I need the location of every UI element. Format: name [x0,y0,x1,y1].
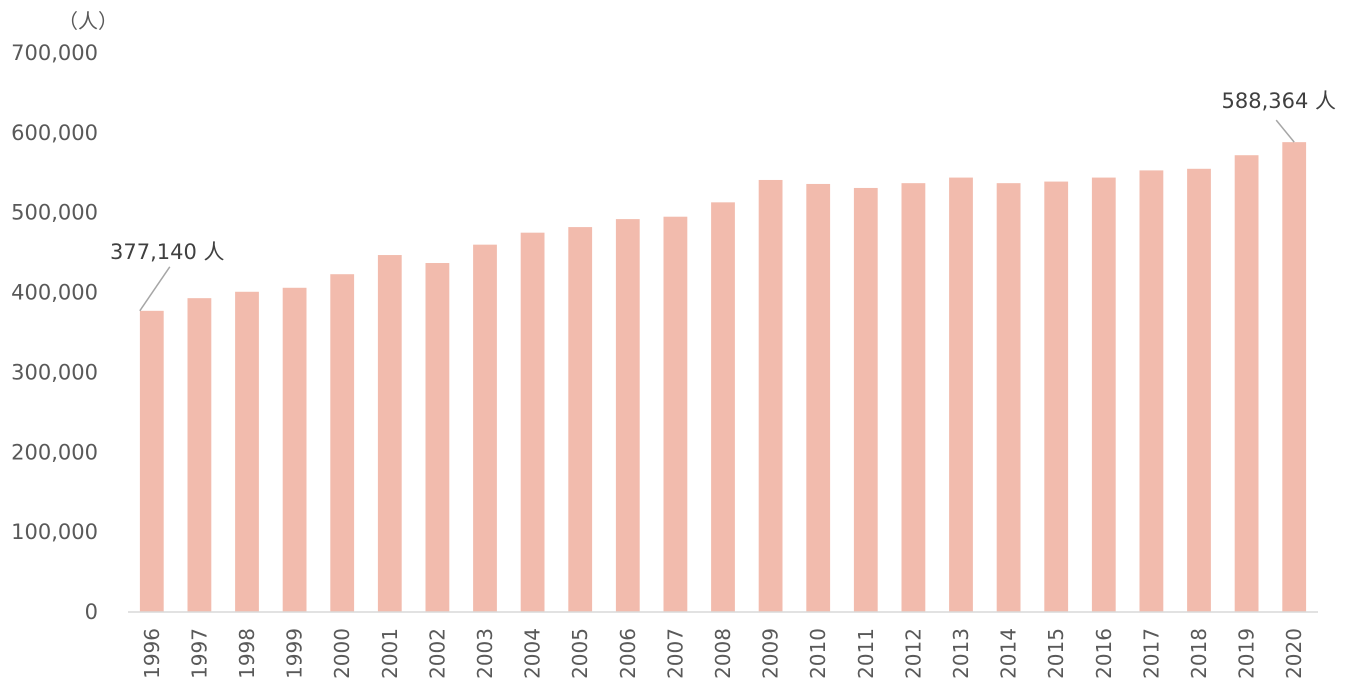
annotations: 377,140 人 588,364 人 [110,89,1336,312]
bars [139,142,1307,613]
x-axis-ticks: 1996 1997 1998 1999 2000 2001 2002 2003 2004 2005… [140,628,1306,679]
x-tick-label: 2003 [473,628,497,679]
y-axis-unit-label: （人） [58,9,118,33]
x-tick-label: 2007 [663,628,687,679]
x-tick-label: 2011 [854,628,878,679]
x-tick-label: 1997 [187,628,211,679]
x-tick-label: 2009 [759,628,783,679]
y-tick-label: 100,000 [11,520,98,544]
y-tick-label: 500,000 [11,201,98,225]
y-tick-label: 700,000 [11,41,98,65]
bar-2016 [1091,177,1116,612]
x-tick-label: 2018 [1187,628,1211,679]
x-tick-label: 2005 [568,628,592,679]
bar-2008 [711,202,735,612]
bar-2002 [425,263,450,612]
bar-2006 [615,219,640,613]
bar-2010 [806,183,831,613]
annotation-label: 588,364 人 [1221,89,1336,113]
bar-1999 [282,287,307,612]
x-tick-label: 2004 [521,628,545,679]
bar-2001 [377,255,402,612]
y-tick-label: 400,000 [11,281,98,305]
x-tick-label: 2006 [616,628,640,679]
x-tick-label: 1998 [235,628,259,679]
annotation-leader-line [1275,119,1295,143]
y-axis-ticks: 0 100,000 200,000 300,000 400,000 500,000 600,… [11,41,98,624]
x-tick-label: 1996 [140,628,164,679]
bar-2005 [568,227,593,613]
bar-2012 [901,183,926,612]
bar-2020 [1282,142,1307,612]
bar-2017 [1139,170,1164,612]
x-tick-label: 2002 [425,628,449,679]
x-tick-label: 2013 [949,628,973,679]
y-tick-label: 600,000 [11,121,98,145]
x-tick-label: 2014 [997,628,1021,679]
bar-2004 [520,232,545,612]
x-tick-label: 2015 [1044,628,1068,679]
y-tick-label: 200,000 [11,440,98,464]
bar-1996 [139,310,164,612]
x-tick-label: 2010 [806,628,830,679]
bar-1997 [187,298,212,612]
bar-2019 [1234,155,1259,612]
bar-2013 [949,177,973,612]
x-tick-label: 2000 [330,628,354,679]
bar-2009 [758,179,783,613]
bar-2015 [1044,181,1069,612]
annotation-label: 377,140 人 [110,240,225,264]
bar-2011 [853,187,878,613]
x-tick-label: 2008 [711,628,735,679]
bar-1998 [235,291,259,612]
annotation-leader-line [139,266,171,312]
y-tick-label: 300,000 [11,360,98,384]
x-tick-label: 2017 [1139,628,1163,679]
bar-2014 [996,183,1021,612]
bar-2018 [1187,168,1211,613]
bar-2003 [473,244,497,612]
bar-2000 [330,274,355,612]
x-tick-label: 1999 [283,628,307,679]
x-tick-label: 2020 [1282,628,1306,679]
x-tick-label: 2019 [1235,628,1259,679]
y-tick-label: 0 [85,600,98,624]
bar-2007 [663,216,688,612]
x-tick-label: 2016 [1092,628,1116,679]
x-tick-label: 2001 [378,628,402,679]
x-tick-label: 2012 [901,628,925,679]
